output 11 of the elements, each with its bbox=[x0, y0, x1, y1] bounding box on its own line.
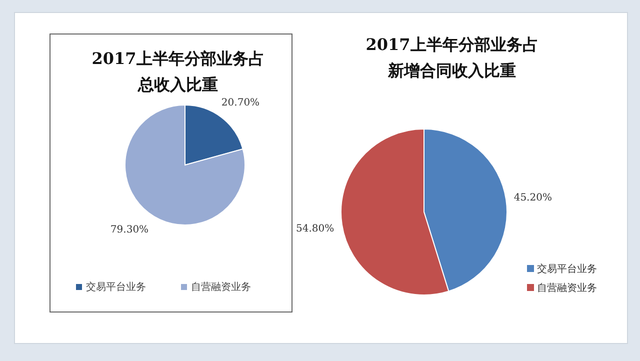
legend-label: 自营融资业务 bbox=[191, 281, 251, 293]
legend-label: 交易平台业务 bbox=[86, 281, 146, 293]
pie-slice bbox=[124, 104, 246, 226]
data-label: 79.30% bbox=[110, 224, 149, 236]
data-label: 45.20% bbox=[514, 192, 552, 204]
data-label: 20.70% bbox=[221, 97, 260, 108]
chart-title: 2017上半年分部业务占总收入比重 bbox=[90, 48, 266, 96]
data-label: 54.80% bbox=[296, 223, 334, 234]
legend-label: 交易平台业务 bbox=[537, 263, 597, 275]
legend-label: 自营融资业务 bbox=[537, 282, 597, 294]
chart-title: 2017上半年分部业务占新增合同收入比重 bbox=[364, 34, 540, 82]
